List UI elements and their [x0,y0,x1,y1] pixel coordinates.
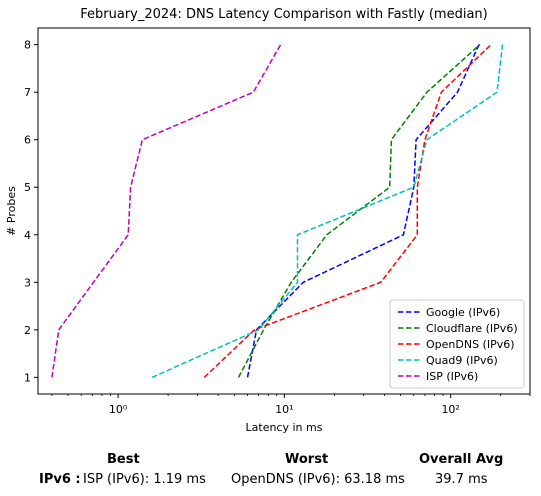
legend-label: ISP (IPv6) [426,370,478,383]
best-value: ISP (IPv6): 1.19 ms [83,472,206,487]
series-line-4 [51,44,282,378]
series-line-3 [151,44,504,379]
y-tick-label: 7 [24,86,31,99]
overall-header: Overall Avg [419,452,504,467]
series-line-0 [246,44,480,378]
x-tick-label: 10² [441,403,459,416]
y-axis-label: # Probes [5,186,18,236]
y-tick-label: 4 [24,229,31,242]
y-tick-label: 2 [24,324,31,337]
legend-label: Quad9 (IPv6) [426,354,498,367]
y-tick-label: 3 [24,276,31,289]
x-tick-label: 10¹ [275,403,293,416]
y-tick-label: 8 [24,39,31,52]
series-line-2 [203,44,492,378]
legend-label: OpenDNS (IPv6) [426,338,515,351]
x-tick-label: 10⁰ [109,403,128,416]
y-tick-label: 5 [24,181,31,194]
row-label: IPv6 : [39,472,81,487]
y-tick-label: 6 [24,134,31,147]
chart-title: February_2024: DNS Latency Comparison wi… [80,7,487,22]
worst-header: Worst [285,452,329,467]
legend-label: Cloudflare (IPv6) [426,322,518,335]
overall-value: 39.7 ms [435,472,488,487]
x-axis-label: Latency in ms [246,421,323,434]
y-tick-label: 1 [24,371,31,384]
legend-box [389,299,525,389]
legend-label: Google (IPv6) [426,306,500,319]
best-header: Best [107,452,140,467]
worst-value: OpenDNS (IPv6): 63.18 ms [231,472,405,487]
